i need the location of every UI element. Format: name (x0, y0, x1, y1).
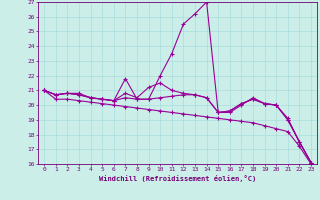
X-axis label: Windchill (Refroidissement éolien,°C): Windchill (Refroidissement éolien,°C) (99, 175, 256, 182)
